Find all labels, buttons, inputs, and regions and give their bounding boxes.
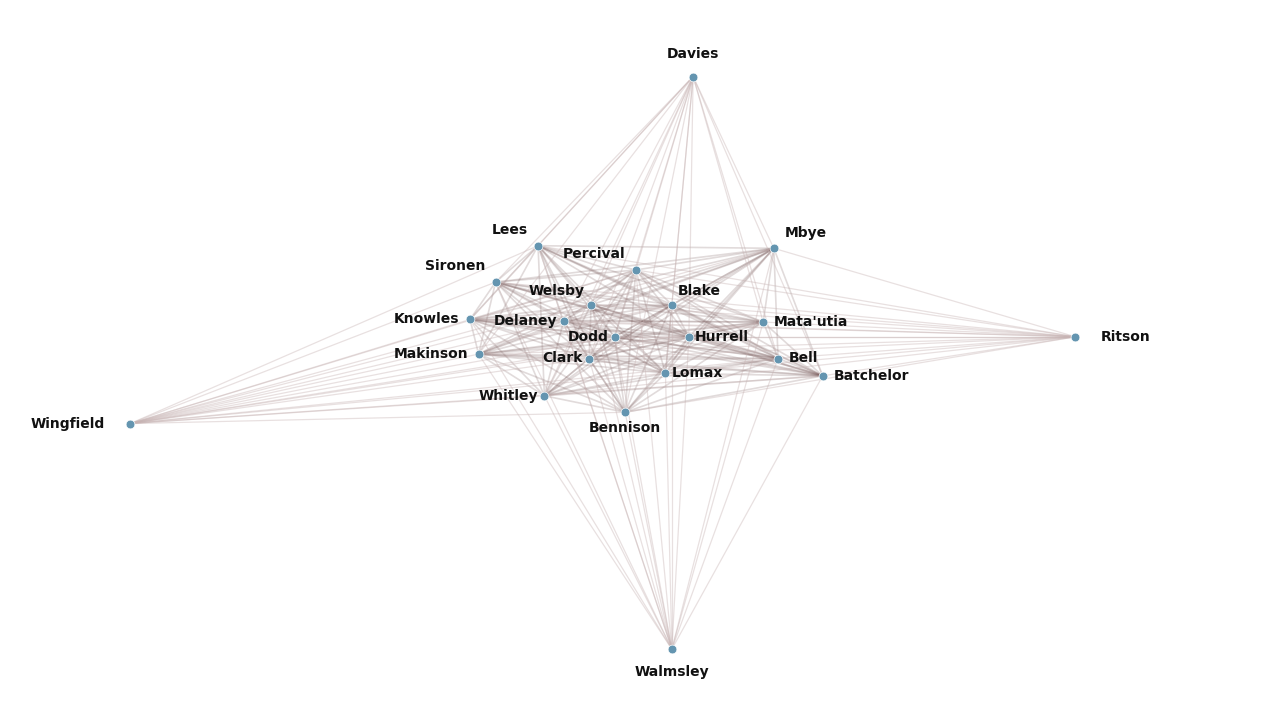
Text: Bennison: Bennison — [589, 421, 662, 435]
Text: Percival: Percival — [562, 247, 625, 261]
Text: Whitley: Whitley — [479, 389, 538, 403]
Point — [626, 265, 646, 276]
Point — [468, 348, 489, 360]
Text: Ritson: Ritson — [1101, 330, 1151, 344]
Point — [662, 643, 682, 655]
Text: Hurrell: Hurrell — [695, 330, 749, 344]
Text: Lees: Lees — [492, 223, 527, 237]
Text: Welsby: Welsby — [529, 284, 585, 298]
Text: Knowles: Knowles — [394, 313, 460, 326]
Point — [460, 314, 480, 326]
Point — [764, 242, 785, 254]
Point — [813, 370, 833, 381]
Point — [120, 418, 141, 429]
Text: Sironen: Sironen — [425, 260, 485, 273]
Point — [1065, 331, 1085, 343]
Text: Mbye: Mbye — [785, 226, 827, 239]
Text: Davies: Davies — [667, 47, 719, 61]
Text: Wingfield: Wingfield — [31, 417, 105, 431]
Text: Dodd: Dodd — [567, 330, 608, 344]
Text: Clark: Clark — [543, 351, 582, 366]
Point — [662, 299, 682, 310]
Point — [768, 353, 788, 364]
Point — [579, 353, 599, 364]
Point — [527, 240, 548, 252]
Point — [682, 71, 703, 82]
Point — [485, 277, 506, 288]
Text: Mata'utia: Mata'utia — [774, 315, 849, 329]
Text: Batchelor: Batchelor — [833, 369, 909, 383]
Point — [614, 407, 635, 418]
Point — [678, 331, 699, 343]
Text: Walmsley: Walmsley — [635, 665, 709, 679]
Point — [753, 316, 773, 328]
Text: Blake: Blake — [678, 284, 721, 298]
Text: Delaney: Delaney — [494, 314, 557, 328]
Text: Makinson: Makinson — [393, 347, 468, 361]
Point — [534, 390, 554, 402]
Point — [604, 331, 625, 343]
Point — [655, 368, 676, 379]
Point — [553, 315, 573, 327]
Text: Lomax: Lomax — [672, 366, 723, 380]
Point — [581, 299, 602, 310]
Text: Bell: Bell — [788, 351, 818, 366]
